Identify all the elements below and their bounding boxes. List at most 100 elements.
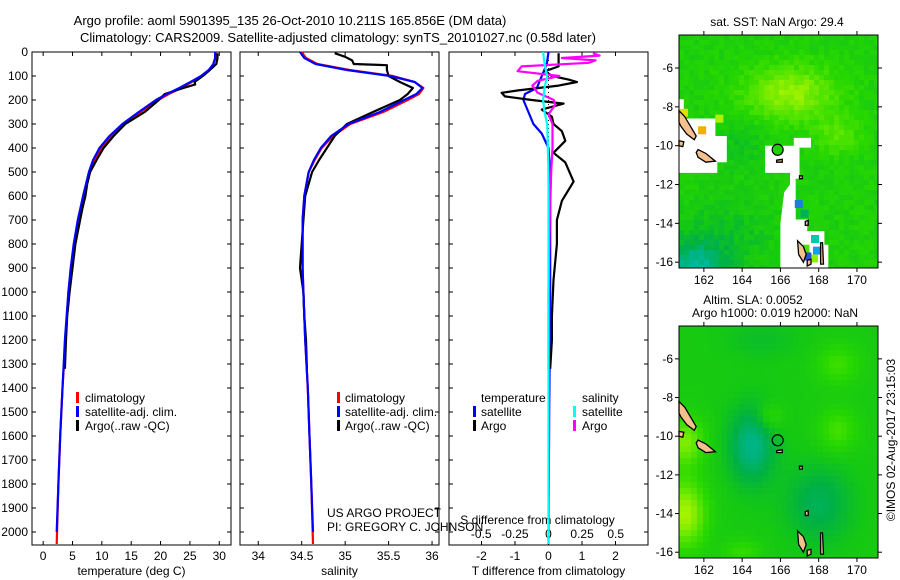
map-cell [805, 440, 812, 447]
map-cell [745, 440, 752, 447]
map-cell [804, 130, 810, 136]
map-cell [704, 245, 710, 251]
map-cell [844, 45, 850, 51]
map-cell [759, 40, 765, 46]
map-cell [784, 100, 790, 106]
map-cell [853, 548, 860, 555]
map-cell [781, 398, 788, 405]
map-cell [864, 170, 870, 176]
map-cell [774, 55, 780, 61]
map-cell [685, 404, 692, 411]
map-cell [694, 260, 700, 266]
map-cell [854, 190, 860, 196]
map-cell [697, 458, 704, 465]
map-cell [739, 50, 745, 56]
map-cell [763, 434, 770, 441]
map-cell [844, 195, 850, 201]
map-cell [829, 180, 835, 186]
map-cell [869, 105, 875, 111]
map-cell [764, 75, 770, 81]
map-cell [694, 55, 700, 61]
map-cell [739, 452, 746, 459]
map-cell [749, 160, 755, 166]
map-cell [829, 160, 835, 166]
map-cell [804, 125, 810, 131]
map-cell [835, 530, 842, 537]
map-cell [834, 215, 840, 221]
map-cell [685, 506, 692, 513]
map-cell [824, 210, 830, 216]
map-cell [691, 548, 698, 555]
map-cell [751, 470, 758, 477]
map-cell [745, 476, 752, 483]
map-cell [809, 165, 815, 171]
map-cell [829, 250, 835, 256]
map-cell [757, 482, 764, 489]
map-cell [829, 175, 835, 181]
map-cell [854, 205, 860, 211]
map-cell [865, 542, 872, 549]
no-data-mask [679, 99, 727, 173]
map-cell [829, 225, 835, 231]
map-cell [769, 200, 775, 206]
map-cell [733, 524, 740, 531]
map-cell [809, 75, 815, 81]
map-cell [814, 95, 820, 101]
map-cell [793, 500, 800, 507]
map-cell [699, 195, 705, 201]
map-cell [697, 434, 704, 441]
map-cell [859, 482, 866, 489]
map-cell [744, 200, 750, 206]
map-cell [814, 150, 820, 156]
map-cell [715, 512, 722, 519]
map-cell [794, 200, 803, 209]
lat-tick-label: -16 [656, 255, 674, 269]
map-cell [685, 434, 692, 441]
map-cell [799, 135, 805, 141]
map-cell [854, 240, 860, 246]
map-cell [699, 265, 705, 269]
map-cell [819, 185, 825, 191]
map-cell [714, 45, 720, 51]
map-cell [694, 265, 700, 269]
map-cell [739, 416, 746, 423]
lon-tick-label: 166 [770, 273, 790, 287]
map-cell [859, 506, 866, 513]
map-cell [709, 35, 715, 41]
map-cell [697, 452, 704, 459]
map-cell [811, 536, 818, 543]
map-cell [729, 210, 735, 216]
map-cell [754, 90, 760, 96]
map-cell [805, 482, 812, 489]
map-cell [734, 155, 740, 161]
map-cell [805, 428, 812, 435]
map-cell [819, 165, 825, 171]
map-cell [811, 326, 818, 333]
map-cell [787, 356, 794, 363]
map-cell [841, 338, 848, 345]
lat-tick-label: -8 [662, 391, 673, 405]
map-cell [769, 185, 775, 191]
map-cell [764, 60, 770, 66]
map-cell [809, 55, 815, 61]
map-cell [823, 554, 830, 559]
map-cell [757, 542, 764, 549]
map-cell [727, 548, 734, 555]
map-cell [799, 40, 805, 46]
map-cell [744, 180, 750, 186]
map-cell [844, 85, 850, 91]
map-cell [719, 170, 725, 176]
map-cell [733, 416, 740, 423]
map-cell [804, 180, 810, 186]
map-cell [793, 338, 800, 345]
map-cell [719, 215, 725, 221]
map-cell [685, 542, 692, 549]
map-cell [829, 440, 836, 447]
map-cell [699, 200, 705, 206]
map-cell [849, 65, 855, 71]
map-cell [729, 90, 735, 96]
map-cell [769, 225, 775, 231]
y-tick-label: 1500 [1, 405, 28, 419]
map-cell [715, 338, 722, 345]
map-cell [745, 506, 752, 513]
